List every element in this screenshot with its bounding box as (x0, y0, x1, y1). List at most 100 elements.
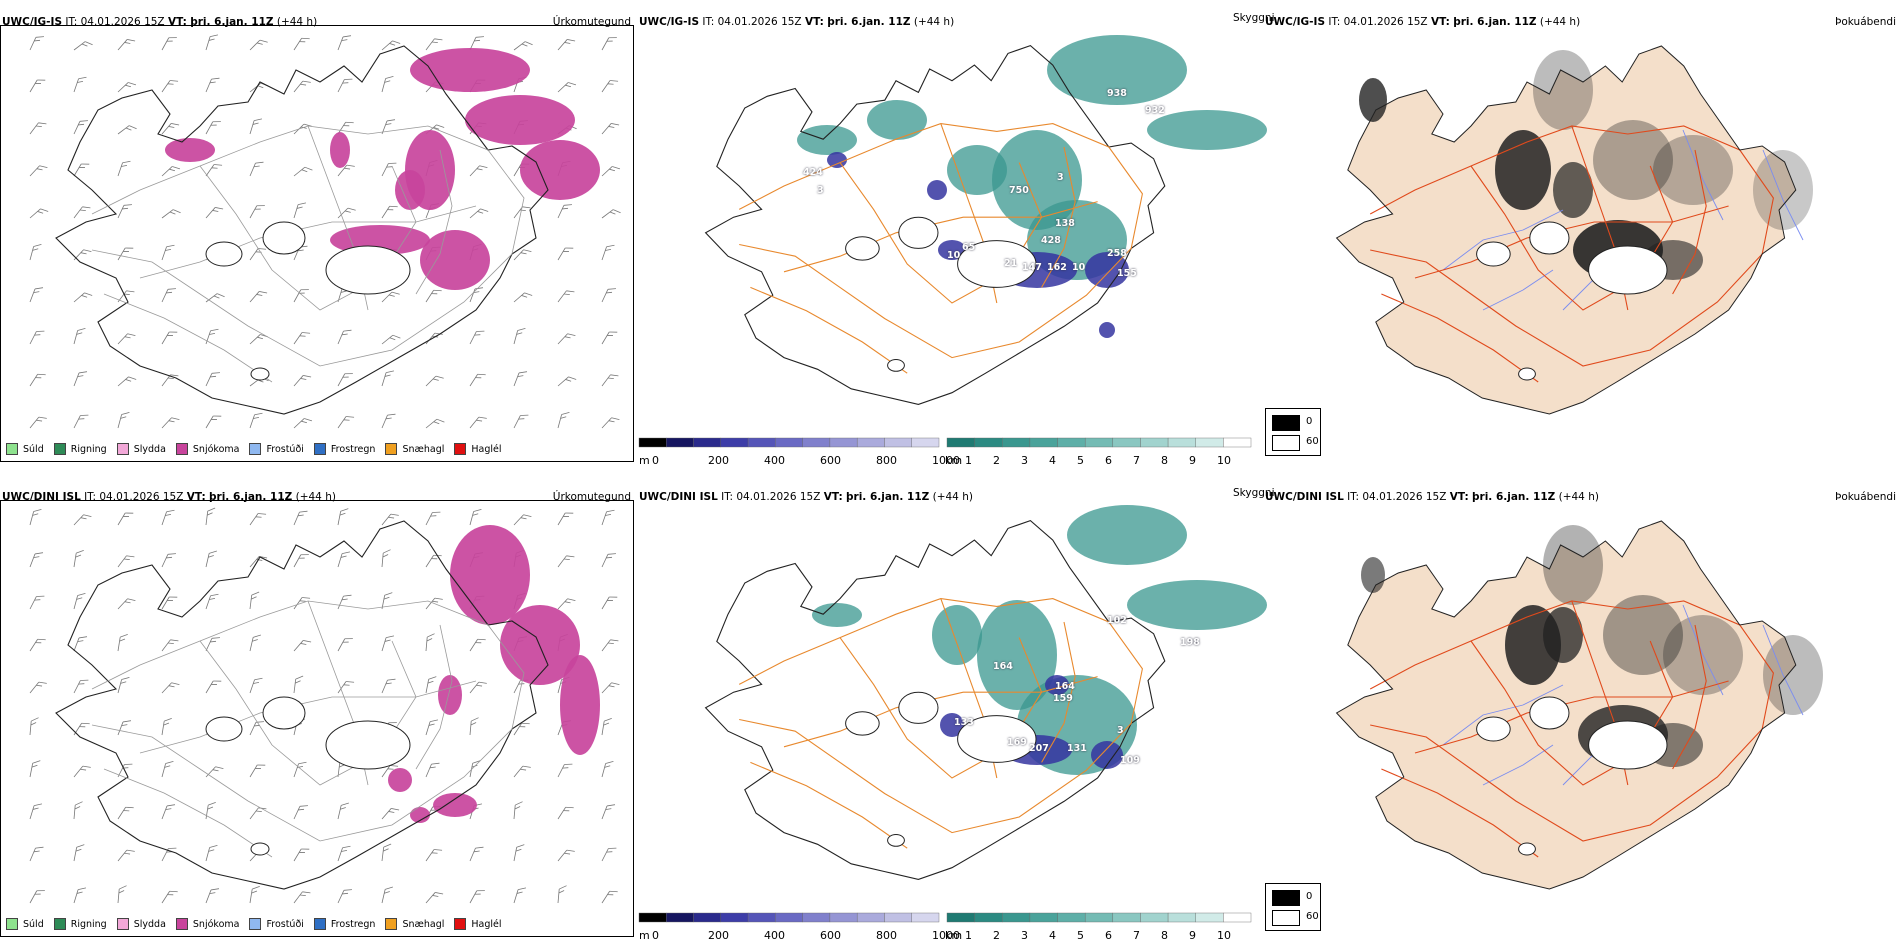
run-header: UWC/IG-IS IT: 04.01.2026 15Z VT: þri. 6.… (1265, 16, 1580, 28)
wind-barb (337, 329, 352, 345)
snow-area (165, 138, 215, 162)
visibility-scale-segment (1195, 437, 1224, 448)
glacier-outline (1588, 245, 1668, 295)
road-line (103, 768, 273, 858)
road-line (1041, 146, 1076, 288)
cloud-base-scale-segment (856, 437, 885, 448)
wind-barb (337, 121, 354, 135)
glacier-outline (957, 715, 1037, 763)
wind-barb (425, 719, 439, 736)
wind-barb (469, 165, 488, 177)
wind-barb (337, 638, 353, 652)
precip-legend-item: Frostregn (313, 918, 375, 930)
wind-barb (601, 288, 616, 303)
wind-barb (557, 763, 573, 778)
wind-barb (513, 765, 531, 778)
legend-label: Frostúði (266, 918, 304, 930)
visibility-tick: 4 (1049, 454, 1056, 467)
wind-barb (557, 512, 574, 526)
visibility-tick: 6 (1105, 454, 1112, 467)
wind-barb (557, 555, 575, 568)
snow-area (450, 525, 530, 625)
road-line (738, 598, 1143, 834)
visibility-area (867, 100, 927, 140)
road-line (91, 125, 525, 367)
run-row-1: UWC/DINI ISL IT: 04.01.2026 15Z VT: þri.… (0, 485, 1900, 945)
cloud-base-tick: 1000 (932, 929, 960, 942)
cloud-base-tick: 1000 (932, 454, 960, 467)
legend-swatch (385, 918, 398, 930)
visibility-tick: 5 (1077, 454, 1084, 467)
wind-barb (601, 509, 615, 526)
wind-barb (513, 801, 523, 820)
snow-area (395, 170, 425, 210)
wind-barb (293, 640, 312, 652)
cloud-base-area (927, 180, 947, 200)
wind-barb (205, 680, 222, 694)
wind-barb (337, 207, 356, 219)
legend-label: Haglél (471, 918, 502, 930)
wind-barb (557, 333, 576, 345)
cloud-base-value: 21 (1004, 258, 1018, 269)
wind-barb (557, 82, 577, 93)
wind-barb (205, 801, 216, 820)
wind-barb (293, 675, 304, 694)
init-time-label: IT: (84, 491, 97, 503)
glacier-outline (887, 834, 905, 847)
cloud-base-scale-segment (693, 437, 722, 448)
road-line (1369, 600, 1774, 842)
valid-time-label: VT: (186, 491, 206, 503)
visibility-area (1047, 35, 1187, 105)
wind-barb (601, 639, 619, 652)
visibility-tick: 8 (1161, 929, 1168, 942)
cloud-base-value: 3 (817, 185, 824, 196)
wind-barb (293, 166, 313, 177)
wind-barb (205, 372, 220, 387)
visibility-scale-segment (1057, 437, 1086, 448)
wind-barb (513, 514, 532, 526)
fog-area (1553, 162, 1593, 218)
wind-barb (117, 376, 137, 387)
wind-barb (161, 804, 176, 820)
wind-barb (425, 849, 443, 862)
wind-barb (29, 330, 45, 345)
wind-barb (29, 79, 46, 93)
glacier-outline (957, 240, 1037, 288)
wind-barb (293, 597, 311, 610)
glacier-outline (205, 716, 243, 742)
wind-barb (161, 288, 176, 303)
panel-title-visibility: Skyggni (1233, 12, 1275, 24)
snow-area (465, 95, 575, 145)
wind-barb (337, 594, 352, 610)
wind-barb (117, 204, 132, 219)
cloud-base-scale-segment (829, 437, 858, 448)
cloud-base-value: 164 (993, 661, 1013, 672)
wind-barb (29, 846, 44, 862)
precip-type-panel: UWC/IG-IS IT: 04.01.2026 15Z VT: þri. 6.… (0, 10, 635, 462)
cloud-base-value: 147 (1022, 262, 1042, 273)
wind-barb (469, 416, 487, 429)
wind-barb (557, 290, 575, 303)
wind-barb (249, 591, 260, 610)
run-header: UWC/DINI ISL IT: 04.01.2026 15Z VT: þri.… (2, 491, 336, 503)
snow-area (410, 807, 430, 823)
legend-swatch (116, 918, 129, 930)
wind-barb (73, 549, 84, 568)
wind-barb (161, 682, 180, 694)
snow-area (438, 675, 462, 715)
wind-barb (29, 595, 45, 610)
wind-barb (29, 638, 46, 652)
fog-legend-label-1: 60 (1306, 911, 1319, 922)
glacier-outline (325, 720, 411, 770)
glacier-outline (1588, 720, 1668, 770)
snow-area (433, 793, 477, 817)
legend-label: Snjókoma (192, 918, 240, 930)
wind-barb (469, 717, 479, 736)
cloud-base-value: 155 (1117, 268, 1137, 279)
wind-barb (205, 415, 222, 429)
wind-barb (117, 247, 134, 261)
visibility-scale-segment (1140, 437, 1169, 448)
road-line (91, 600, 525, 842)
visibility-scale-segment (1140, 912, 1169, 923)
wind-barb (513, 371, 528, 387)
